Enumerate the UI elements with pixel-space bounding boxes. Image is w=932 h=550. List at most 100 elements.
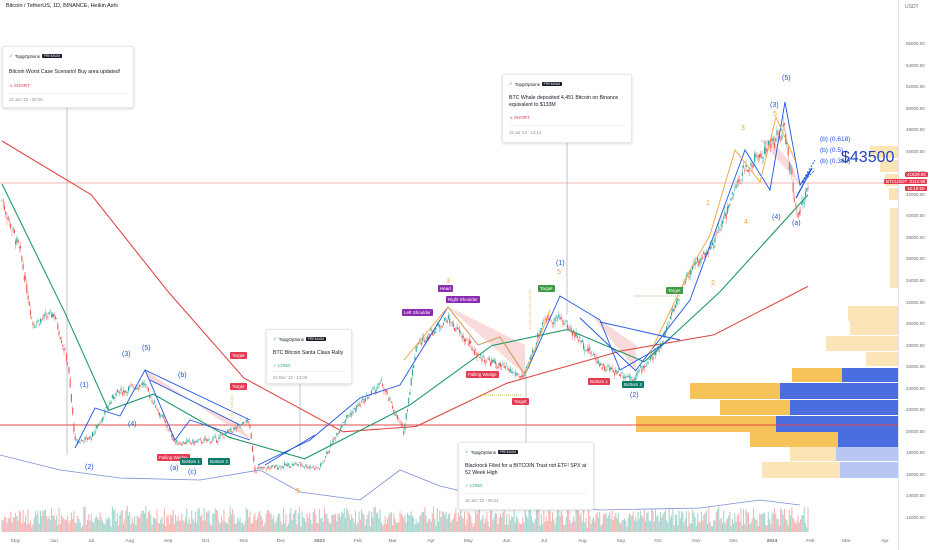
volume-bar <box>238 520 240 532</box>
candle-body <box>85 436 87 437</box>
vp-bar <box>840 462 898 478</box>
candle-body <box>91 432 94 437</box>
volume-bar <box>565 516 567 532</box>
candle-body <box>471 346 473 351</box>
wave-label: (b) <box>178 372 187 379</box>
volume-bar <box>806 527 808 532</box>
candle-body <box>532 350 534 354</box>
price-axis[interactable] <box>898 0 932 550</box>
candle-body <box>538 336 540 338</box>
currency-unit[interactable]: USDT <box>905 4 919 10</box>
candle-body <box>633 379 635 381</box>
candle-body <box>413 365 415 369</box>
volume-bar <box>646 513 648 532</box>
candle-body <box>451 321 453 324</box>
candle-body <box>22 264 24 270</box>
volume-bar <box>694 517 696 532</box>
price-tick: 48000.00 <box>906 127 925 133</box>
candle-body <box>804 191 807 196</box>
note-date: 19 Jul '23 - 13:14 <box>509 130 541 135</box>
candle-body <box>130 385 132 386</box>
volume-bar <box>804 523 807 532</box>
candle-body <box>320 463 322 467</box>
candle-body <box>702 257 704 259</box>
volume-bar <box>26 524 28 532</box>
volume-bar <box>44 509 46 532</box>
candle-body <box>738 180 740 182</box>
volume-bar <box>504 524 506 532</box>
volume-bar <box>395 522 397 532</box>
volume-bar <box>366 518 368 532</box>
idea-note[interactable]: ➶ TopgOptions PREMIUM BTC Whale deposited … <box>502 74 632 143</box>
volume-bar <box>460 508 462 532</box>
candle-body <box>378 382 380 386</box>
candle-body <box>31 317 33 318</box>
idea-note[interactable]: ➶ TopgOptions PREMIUM Blackrock Filed for … <box>458 442 594 510</box>
volume-bar <box>486 512 488 532</box>
volume-bar <box>729 511 731 532</box>
candle-body <box>498 362 500 366</box>
candle-body <box>56 318 58 319</box>
volume-bar <box>25 515 27 532</box>
candle-body <box>377 387 379 389</box>
date-tick: 2024 <box>766 539 778 544</box>
volume-bar <box>140 514 142 532</box>
volume-bar <box>294 511 296 532</box>
volume-bar <box>523 522 525 532</box>
volume-bar <box>182 519 184 532</box>
volume-bar <box>614 516 616 532</box>
vp-bar <box>826 336 898 351</box>
candle-body <box>349 413 351 415</box>
candle-body <box>739 179 741 181</box>
candle-body <box>714 236 716 243</box>
candle-body <box>522 375 524 378</box>
volume-bar <box>585 517 587 532</box>
candle-body <box>589 347 591 351</box>
price-chart[interactable]: (1) (2) (3) (4) (5) (a) (b) (c) (1) (2) … <box>0 0 898 550</box>
candle-body <box>196 441 198 443</box>
volume-bar <box>168 523 170 532</box>
volume-bar <box>265 513 267 532</box>
candle-body <box>313 468 316 470</box>
volume-bar <box>695 526 697 532</box>
candle-body <box>672 308 674 312</box>
candle-body <box>503 366 505 368</box>
date-tick: Aug <box>125 539 134 544</box>
candle-body <box>583 343 585 349</box>
volume-bar <box>498 517 500 532</box>
volume-bar <box>739 521 741 532</box>
price-tick: 20000.00 <box>906 428 925 434</box>
candle-body <box>553 322 555 324</box>
volume-bar <box>575 507 577 532</box>
candle-body <box>777 133 779 134</box>
volume-bar <box>232 508 234 532</box>
volume-bar <box>167 514 169 532</box>
volume-bar <box>425 515 427 532</box>
volume-bar <box>795 523 797 532</box>
volume-bar <box>42 510 44 532</box>
candle-body <box>730 197 732 201</box>
candle-body <box>7 216 9 219</box>
candle-body <box>601 367 603 370</box>
candle-body <box>299 462 301 464</box>
volume-bar <box>22 509 24 532</box>
date-tick: 2023 <box>314 539 325 544</box>
candle-body <box>390 401 392 403</box>
wave-label: (1) <box>556 260 565 267</box>
idea-note[interactable]: ➶ TopgOptions PREMIUM Bitcoin Worst Case S… <box>2 46 134 108</box>
volume-bar <box>299 507 301 532</box>
candle-body <box>435 327 437 330</box>
volume-bar <box>415 518 417 532</box>
volume-bar <box>426 522 428 532</box>
date-tick: Oct <box>654 539 662 544</box>
candle-body <box>64 349 66 350</box>
volume-bar <box>88 513 90 532</box>
volume-bar <box>69 520 71 532</box>
volume-bar <box>136 515 138 532</box>
volume-bar <box>277 513 280 532</box>
note-direction: ✓ LONG <box>273 363 291 368</box>
idea-note[interactable]: ➶ TopgOptions PREMIUM BTC Bitcoin Santa Cl… <box>266 329 352 384</box>
candle-body <box>403 431 405 435</box>
volume-bar <box>454 513 456 532</box>
volume-bar <box>142 510 144 532</box>
